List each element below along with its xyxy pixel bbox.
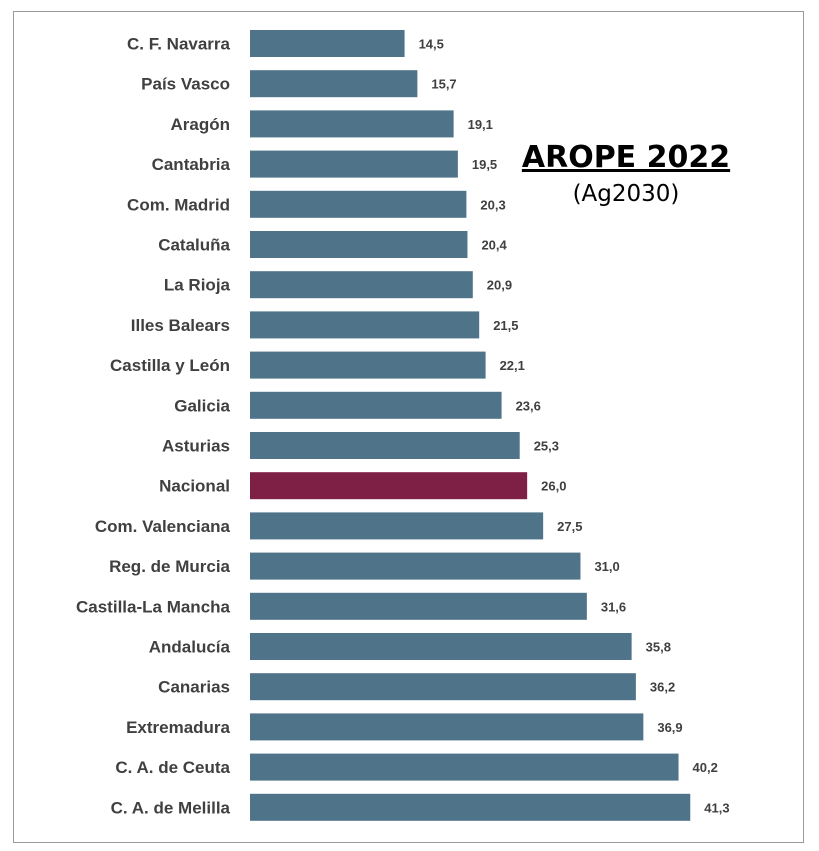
value-label: 23,6 [516, 398, 541, 413]
category-label: Extremadura [126, 718, 230, 737]
bar-1 [250, 70, 418, 98]
bar-2 [250, 110, 454, 138]
category-label: C. A. de Melilla [111, 798, 231, 817]
value-label: 40,2 [693, 760, 718, 775]
category-label: La Rioja [164, 276, 231, 295]
value-label: 15,7 [431, 77, 456, 92]
bar-16 [250, 673, 636, 701]
category-label: Cataluña [158, 236, 230, 255]
value-label: 41,3 [704, 800, 729, 815]
bar-7 [250, 311, 480, 339]
bar-15 [250, 633, 632, 660]
bar-12 [250, 512, 544, 540]
bar-17 [250, 713, 644, 741]
bar-18 [250, 753, 679, 781]
bar-14 [250, 592, 587, 620]
value-label: 20,3 [480, 197, 505, 212]
category-label: Castilla y León [110, 356, 230, 375]
category-label: Com. Valenciana [95, 517, 231, 536]
value-label: 26,0 [541, 479, 566, 494]
value-label: 19,5 [472, 157, 497, 172]
category-label: Canarias [158, 678, 230, 697]
title-block: AROPE 2022 (Ag2030) [520, 140, 732, 207]
value-label: 21,5 [493, 318, 518, 333]
chart-title: AROPE 2022 [521, 140, 731, 175]
category-label: Asturias [162, 437, 230, 456]
value-label: 20,9 [487, 278, 512, 293]
category-label: País Vasco [141, 75, 230, 94]
bar-3 [250, 150, 458, 178]
category-label: Aragón [171, 115, 231, 134]
bar-0 [250, 30, 405, 57]
category-label: Cantabria [152, 155, 231, 174]
value-label: 35,8 [646, 640, 671, 655]
value-label: 20,4 [481, 238, 507, 253]
category-label: Nacional [159, 477, 230, 496]
category-label: C. A. de Ceuta [115, 758, 230, 777]
bar-5 [250, 231, 468, 258]
category-label: Castilla-La Mancha [76, 597, 231, 616]
bar-13 [250, 552, 581, 580]
bar-8 [250, 351, 486, 379]
value-label: 25,3 [534, 439, 559, 454]
chart-subtitle: (Ag2030) [572, 181, 680, 207]
chart-frame [13, 11, 804, 843]
value-label: 19,1 [468, 117, 493, 132]
category-label: Com. Madrid [127, 195, 230, 214]
category-label: C. F. Navarra [127, 35, 231, 54]
bar-6 [250, 271, 473, 299]
bar-19 [250, 793, 691, 821]
bar-4 [250, 190, 467, 218]
bar-9 [250, 391, 502, 419]
value-label: 22,1 [500, 358, 525, 373]
value-label: 31,0 [594, 559, 619, 574]
value-label: 31,6 [601, 599, 626, 614]
category-label: Galicia [174, 396, 230, 415]
value-label: 36,9 [657, 720, 682, 735]
category-label: Reg. de Murcia [109, 557, 230, 576]
category-label: Andalucía [149, 638, 231, 657]
bar-10 [250, 432, 520, 459]
bar-11 [250, 472, 528, 500]
value-label: 14,5 [419, 37, 444, 52]
value-label: 27,5 [557, 519, 582, 534]
category-label: Illes Balears [131, 316, 230, 335]
value-label: 36,2 [650, 680, 675, 695]
